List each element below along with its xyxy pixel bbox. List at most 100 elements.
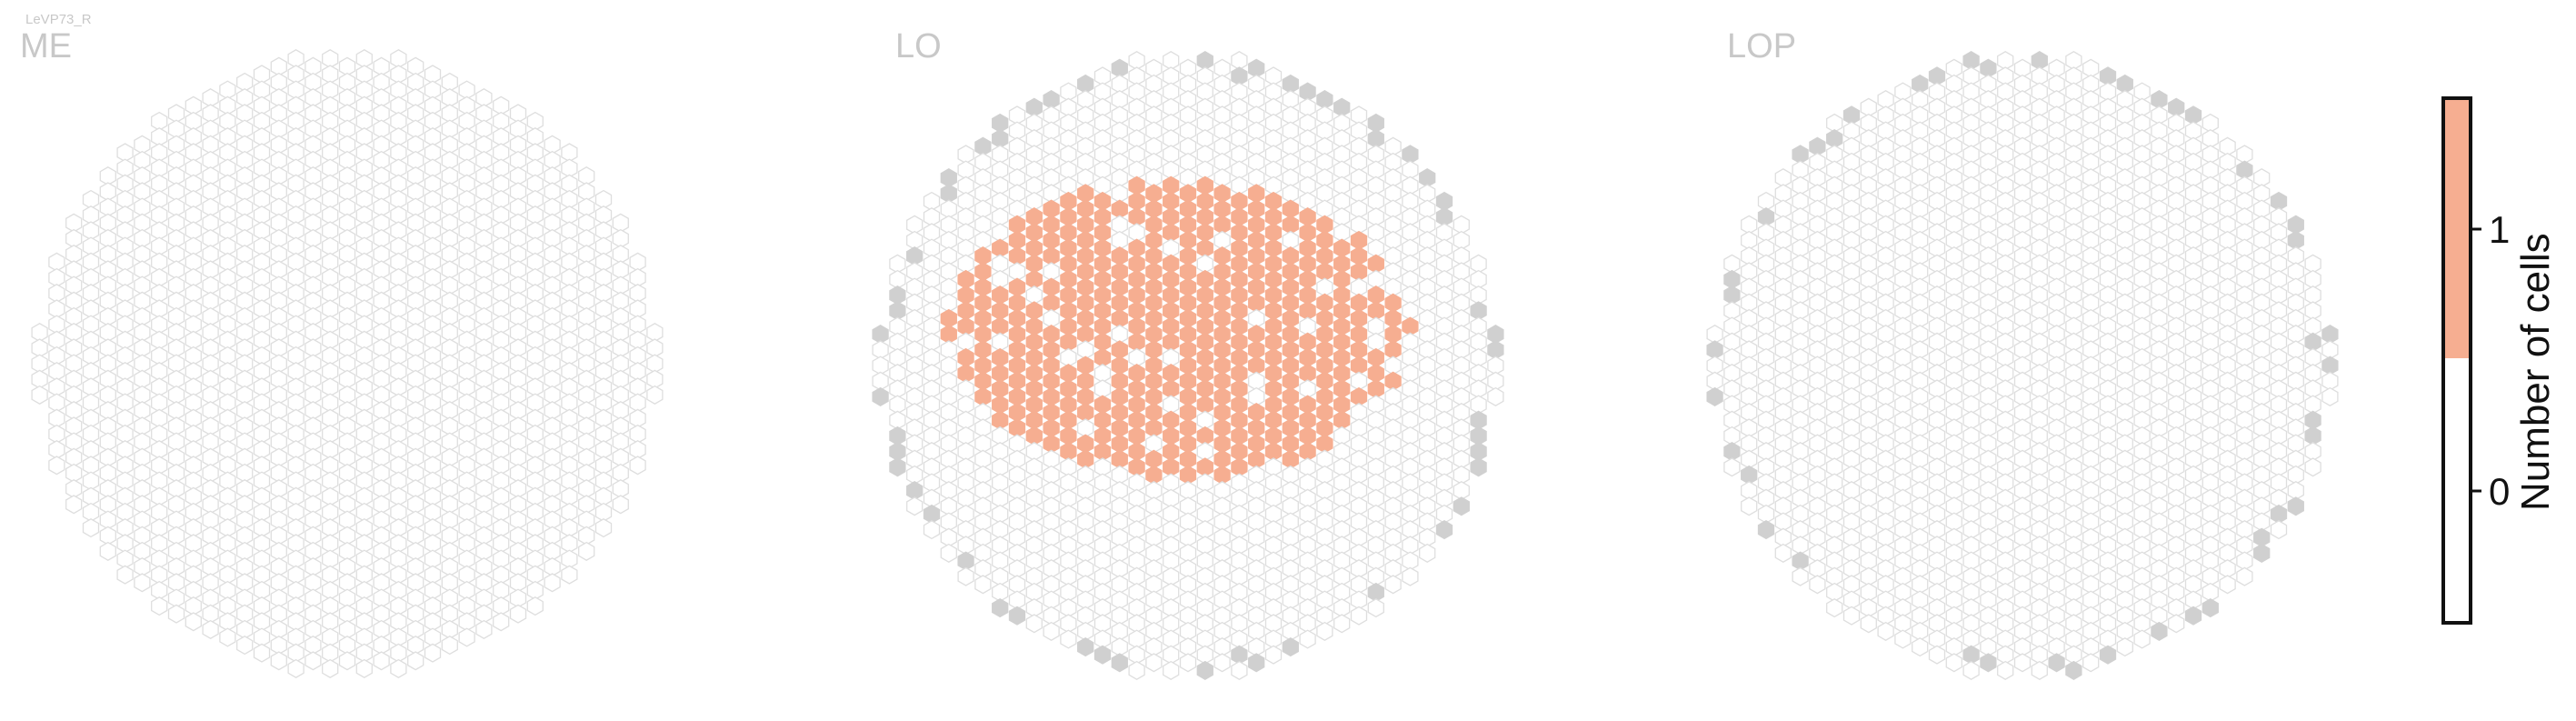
hex-column — [151, 596, 168, 616]
hex-column — [236, 636, 254, 656]
hex-column-edge — [1706, 386, 1723, 406]
hex-column — [1894, 629, 1912, 649]
hex-column — [390, 658, 407, 678]
hex-column — [1299, 629, 1316, 649]
hex-column — [1792, 566, 1809, 586]
colorbar-axis-label: Number of cells — [2513, 233, 2558, 511]
colorbar-tick-label-one: 1 — [2489, 208, 2511, 251]
hex-column — [1060, 629, 1077, 649]
hex-column — [65, 495, 83, 515]
hex-column-edge — [2099, 645, 2117, 665]
hex-column — [1264, 645, 1283, 665]
hex-column — [1367, 598, 1384, 618]
figure-corner-label: LeVP73_R — [25, 12, 92, 27]
hex-column — [1025, 614, 1043, 634]
hex-column — [287, 658, 305, 678]
hex-column — [2031, 660, 2048, 680]
hex-column — [509, 604, 527, 624]
hex-column — [116, 565, 134, 585]
hex-column-edge — [2253, 543, 2271, 563]
hex-column — [1145, 653, 1163, 673]
hex-column — [31, 385, 48, 405]
colorbar-segment-one — [2443, 98, 2471, 358]
hex-column-edge — [1435, 520, 1453, 540]
hex-column — [441, 636, 458, 656]
panel-title-me: ME — [20, 27, 72, 65]
hex-column — [458, 627, 475, 647]
hex-column — [82, 518, 100, 538]
hex-column — [2236, 566, 2253, 586]
hex-column — [1741, 496, 1758, 516]
hex-column — [2304, 457, 2321, 477]
hex-column — [1179, 653, 1197, 673]
colorbar — [2441, 96, 2481, 625]
hex-column — [1213, 653, 1231, 673]
hex-column — [594, 518, 613, 538]
hex-column — [1842, 606, 1861, 626]
hex-column — [1809, 575, 1826, 595]
hex-column — [1487, 386, 1504, 406]
hex-column — [355, 658, 373, 678]
hex-column — [1774, 543, 1792, 563]
hex-column — [1402, 566, 1419, 586]
hex-column — [646, 385, 664, 405]
hex-column-edge — [2065, 660, 2082, 680]
panel-title-lop: LOP — [1727, 27, 1797, 65]
hex-column — [202, 619, 219, 639]
hex-column — [493, 612, 510, 632]
hex-column — [526, 596, 544, 616]
hex-column — [167, 604, 185, 624]
hex-column-edge — [2048, 653, 2065, 673]
hex-column-edge — [1008, 606, 1026, 626]
hex-column — [1723, 457, 1741, 477]
hex-column-edge — [1093, 645, 1112, 665]
hex-column — [219, 627, 236, 647]
hex-column-edge — [1470, 457, 1487, 477]
hex-column — [2082, 653, 2100, 673]
hex-column — [612, 495, 629, 515]
hex-column-edge — [1248, 653, 1265, 673]
hex-column — [578, 541, 595, 561]
hex-column — [407, 651, 424, 671]
hex-column — [1860, 614, 1877, 634]
hex-column — [2219, 575, 2236, 595]
hex-column-edge — [2184, 606, 2202, 626]
hex-column — [2321, 386, 2339, 406]
hex-column — [1912, 637, 1929, 657]
colorbar-tick-label-zero: 0 — [2489, 470, 2511, 513]
hex-column — [2270, 520, 2288, 540]
hex-column — [1962, 660, 1980, 680]
hex-column — [1877, 621, 1894, 641]
hex-column — [373, 651, 390, 671]
panel-title-lo: LO — [895, 27, 942, 65]
hex-column-edge — [2202, 598, 2219, 618]
hex-column-edge — [1757, 520, 1775, 540]
hex-column — [1163, 660, 1180, 680]
hex-column — [957, 566, 974, 586]
hex-column — [253, 643, 271, 663]
hex-column-edge — [1453, 496, 1470, 516]
hex-column-edge — [1196, 660, 1213, 680]
colorbar-segment-zero — [2443, 357, 2471, 623]
hex-column — [2013, 653, 2032, 673]
hex-column — [1231, 660, 1248, 680]
hex-column-edge — [889, 457, 906, 477]
hex-column-edge — [872, 386, 889, 406]
hex-column — [322, 658, 339, 678]
hex-column-edge — [2151, 621, 2168, 641]
hex-column-edge — [1111, 653, 1128, 673]
hex-column — [1384, 575, 1402, 595]
panel-lo — [872, 51, 1504, 680]
hex-column — [1928, 645, 1946, 665]
hex-column-edge — [1282, 637, 1299, 657]
hex-column-edge — [2287, 496, 2304, 516]
hex-column — [544, 573, 561, 593]
hex-column — [2168, 614, 2185, 634]
hex-column — [561, 565, 578, 585]
hex-column — [338, 651, 356, 671]
hex-column — [1419, 543, 1436, 563]
hex-column — [185, 612, 202, 632]
hex-column — [2133, 629, 2151, 649]
